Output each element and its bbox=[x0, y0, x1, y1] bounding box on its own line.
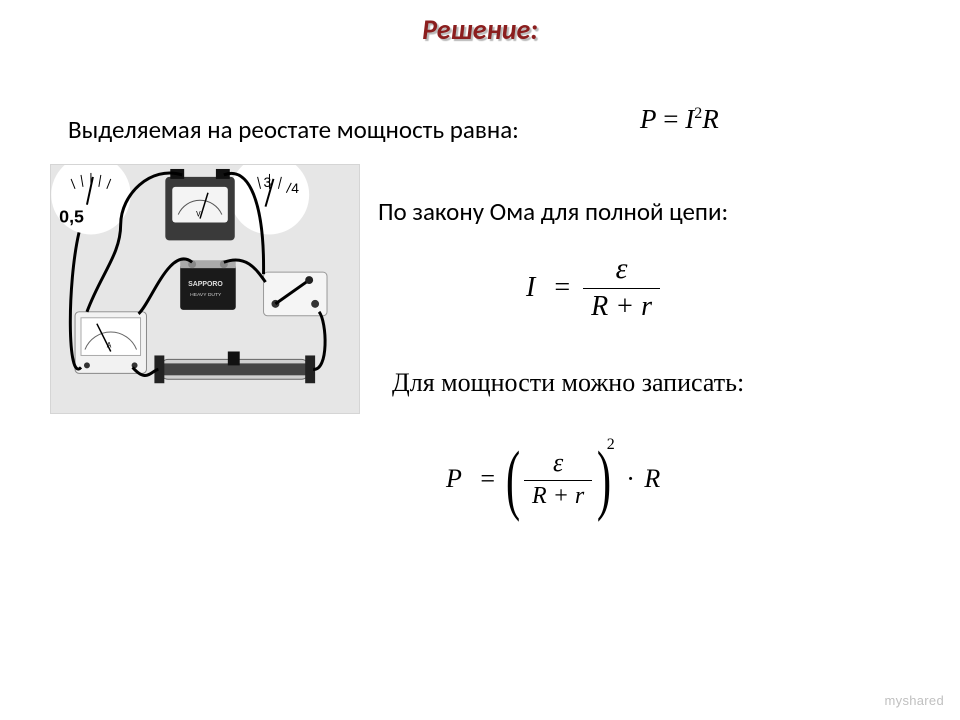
equation-combined: P = ( ε R + r ) 2 · R bbox=[440, 440, 666, 518]
dial-right-label-3: 3 bbox=[264, 174, 272, 190]
equation-power: P = I2R bbox=[640, 104, 719, 135]
watermark: myshared bbox=[885, 693, 944, 708]
svg-text:V: V bbox=[196, 210, 201, 220]
title-text: Решение: bbox=[422, 12, 538, 47]
text-line-3: Для мощности можно записать: bbox=[392, 368, 744, 398]
text-line-1: Выделяемая на реостате мощность равна: bbox=[68, 114, 519, 145]
equation-ohm: I = ε R + r bbox=[520, 252, 660, 323]
slide-root: Решение: Выделяемая на реостате мощность… bbox=[0, 0, 960, 720]
page-title: Решение: bbox=[0, 12, 960, 47]
equipment-photo: 0,5 3 4 V bbox=[50, 164, 360, 414]
dial-right-label-4: 4 bbox=[291, 180, 299, 196]
battery-sub: HEAVY DUTY bbox=[190, 292, 222, 298]
svg-text:A: A bbox=[107, 341, 112, 351]
dial-left-label: 0,5 bbox=[59, 207, 84, 227]
text-line-2: По закону Ома для полной цепи: bbox=[378, 196, 728, 227]
equipment-svg: 0,5 3 4 V bbox=[51, 165, 359, 413]
battery-label: SAPPORO bbox=[188, 281, 223, 288]
